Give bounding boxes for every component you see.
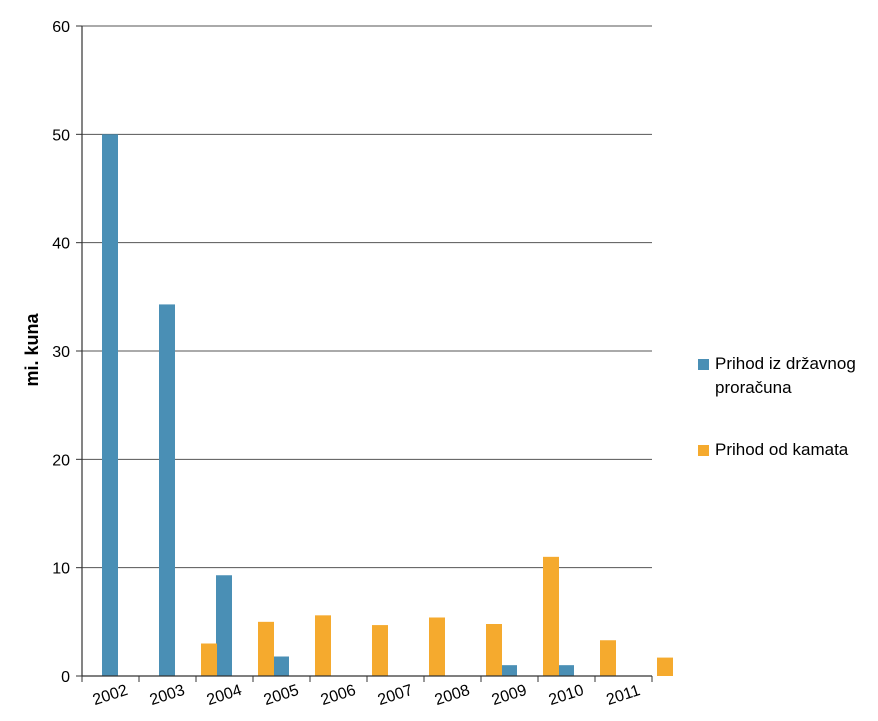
bars [102,134,673,677]
x-tick-label: 2003 [148,682,187,709]
x-tick-label: 2007 [376,682,415,709]
bar-series-2-2004 [258,621,274,676]
bar-series-2-2003 [201,643,217,676]
y-tick-label: 10 [52,561,70,578]
x-tick-label: 2005 [262,682,301,709]
x-tick-label: 2008 [433,682,472,709]
y-tick-label: 60 [52,19,70,36]
y-tick-label: 40 [52,236,70,253]
bar-series-1-2010 [558,665,574,676]
bar-series-1-2009 [501,665,517,676]
x-tick-label: 2004 [205,682,244,709]
y-tick-label: 50 [52,127,70,144]
bar-series-1-2003 [159,304,175,676]
y-tick-label: 20 [52,452,70,469]
bar-series-1-2004 [216,575,232,676]
x-axis-ticks: 2002 2003 2004 2005 2006 2007 2008 2009 2010 2011 [81,676,653,709]
y-tick-label: 0 [61,669,70,686]
x-tick-label: 2011 [604,682,642,709]
bar-series-2-2007 [429,617,445,676]
legend-swatch-series-1 [698,359,709,370]
x-tick-label: 2002 [91,682,130,709]
legend: Prihod iz državnog proračuna Prihod od k… [698,352,878,500]
x-tick-label: 2009 [490,682,529,709]
bar-series-2-2009 [543,556,559,676]
legend-item-series-1: Prihod iz državnog proračuna [698,352,878,400]
legend-item-series-2: Prihod od kamata [698,438,878,462]
bar-series-2-2010 [600,640,616,676]
bar-series-2-2011 [657,657,673,676]
y-axis-ticks: 0 10 20 30 40 50 60 [52,19,82,686]
x-tick-label: 2006 [319,682,358,709]
bar-series-1-2005 [273,656,289,676]
legend-swatch-series-2 [698,445,709,456]
bar-series-1-2002 [102,134,118,677]
legend-label-series-2: Prihod od kamata [715,440,849,459]
y-tick-label: 30 [52,344,70,361]
bar-series-2-2005 [315,615,331,676]
y-axis-label: mi. kuna [22,313,42,387]
x-tick-label: 2010 [547,682,586,709]
legend-label-series-1: Prihod iz državnog proračuna [715,354,856,397]
bar-series-2-2008 [486,624,502,676]
bar-series-2-2006 [372,625,388,676]
